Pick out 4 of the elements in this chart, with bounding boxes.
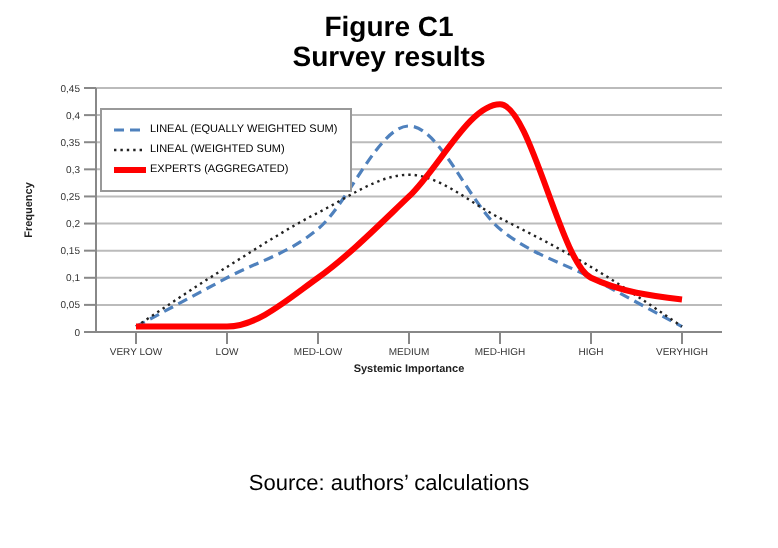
source-note: Source: authors’ calculations: [246, 472, 532, 496]
chart-title: Figure C1: [322, 10, 456, 42]
chart-subtitle: Survey results: [290, 40, 488, 72]
line-series: [134, 173, 684, 328]
